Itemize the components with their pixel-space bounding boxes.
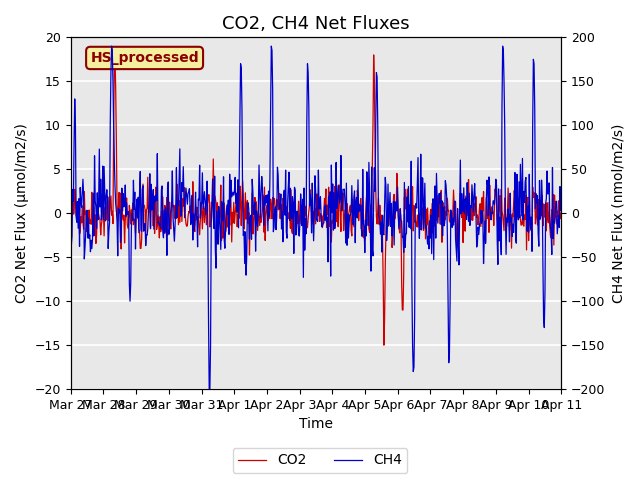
- CH4: [127, 281, 134, 287]
- X-axis label: Time: Time: [299, 418, 333, 432]
- CH4: [205, 386, 213, 392]
- CO2: [557, 211, 565, 217]
- CH4: [177, 214, 184, 219]
- CH4: [108, 43, 115, 49]
- CH4: [557, 202, 565, 208]
- CO2: [376, 203, 383, 208]
- Title: CO2, CH4 Net Fluxes: CO2, CH4 Net Fluxes: [222, 15, 410, 33]
- Line: CH4: CH4: [70, 46, 561, 389]
- CH4: [377, 231, 385, 237]
- Legend: CO2, CH4: CO2, CH4: [232, 448, 408, 473]
- CO2: [67, 204, 74, 210]
- CO2: [380, 342, 388, 348]
- CH4: [203, 197, 211, 203]
- CH4: [76, 243, 83, 249]
- Y-axis label: CH4 Net Flux (nmol/m2/s): CH4 Net Flux (nmol/m2/s): [611, 123, 625, 303]
- Line: CO2: CO2: [70, 55, 561, 345]
- CO2: [111, 52, 119, 58]
- CH4: [67, 199, 74, 205]
- Y-axis label: CO2 Net Flux (μmol/m2/s): CO2 Net Flux (μmol/m2/s): [15, 123, 29, 303]
- CO2: [177, 196, 184, 202]
- CH4: [391, 199, 399, 204]
- CO2: [76, 231, 83, 237]
- CO2: [391, 216, 399, 222]
- CO2: [127, 221, 134, 227]
- CO2: [203, 222, 211, 228]
- Text: HS_processed: HS_processed: [90, 51, 199, 65]
